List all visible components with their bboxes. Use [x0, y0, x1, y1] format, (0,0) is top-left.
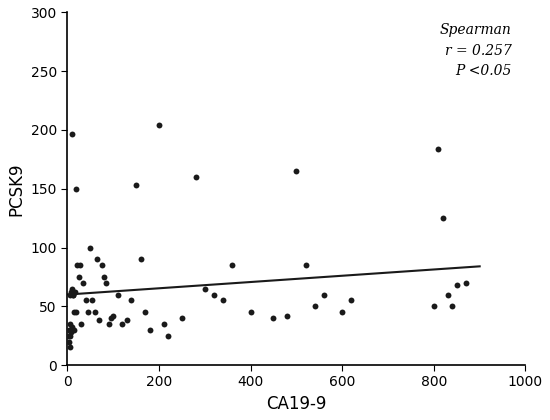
- Point: [71, 185, 80, 192]
- Point: [118, 320, 127, 327]
- Point: [68, 130, 77, 137]
- Point: [67, 289, 75, 296]
- Point: [164, 332, 173, 339]
- Point: [100, 273, 108, 280]
- Point: [69, 309, 78, 315]
- Point: [452, 282, 461, 289]
- Point: [64, 332, 73, 339]
- Point: [74, 273, 83, 280]
- Point: [283, 312, 292, 319]
- Point: [109, 312, 118, 319]
- Point: [438, 215, 447, 221]
- Point: [67, 326, 76, 333]
- Point: [84, 309, 92, 315]
- Point: [320, 291, 328, 298]
- Point: [65, 291, 74, 298]
- Point: [68, 291, 77, 298]
- Point: [76, 320, 85, 327]
- Point: [228, 262, 236, 268]
- Point: [434, 145, 443, 152]
- Point: [301, 262, 310, 268]
- Point: [191, 173, 200, 180]
- Point: [79, 279, 88, 286]
- Point: [219, 297, 228, 304]
- Point: [65, 344, 74, 351]
- Point: [178, 315, 186, 321]
- Point: [113, 291, 122, 298]
- Point: [430, 303, 438, 310]
- Point: [65, 320, 74, 327]
- Point: [73, 262, 82, 268]
- Point: [200, 285, 209, 292]
- Point: [159, 320, 168, 327]
- Point: [461, 279, 470, 286]
- Point: [81, 297, 90, 304]
- Point: [127, 297, 136, 304]
- Point: [72, 309, 81, 315]
- Point: [68, 324, 76, 331]
- Point: [104, 320, 113, 327]
- Point: [65, 326, 74, 333]
- X-axis label: CA19-9: CA19-9: [266, 395, 327, 413]
- Point: [92, 256, 101, 262]
- Point: [88, 297, 97, 304]
- Point: [123, 317, 131, 324]
- Point: [141, 309, 150, 315]
- Point: [448, 303, 456, 310]
- Point: [347, 297, 356, 304]
- Point: [68, 285, 76, 292]
- Point: [102, 279, 111, 286]
- Point: [155, 122, 163, 129]
- Point: [95, 317, 104, 324]
- Point: [90, 309, 99, 315]
- Point: [292, 168, 301, 174]
- Text: Spearman
r = 0.257
P <0.05: Spearman r = 0.257 P <0.05: [440, 23, 512, 78]
- Point: [338, 309, 346, 315]
- Point: [106, 315, 115, 321]
- Point: [86, 244, 95, 251]
- Point: [131, 182, 140, 189]
- Point: [66, 332, 75, 339]
- Point: [70, 289, 79, 296]
- Point: [76, 262, 85, 268]
- Point: [64, 338, 73, 345]
- Point: [136, 256, 145, 262]
- Point: [70, 326, 79, 333]
- Point: [67, 329, 75, 336]
- Point: [145, 326, 154, 333]
- Y-axis label: PCSK9: PCSK9: [7, 162, 25, 215]
- Point: [69, 291, 78, 298]
- Point: [246, 309, 255, 315]
- Point: [97, 262, 106, 268]
- Point: [210, 291, 218, 298]
- Point: [269, 315, 278, 321]
- Point: [443, 291, 452, 298]
- Point: [310, 303, 319, 310]
